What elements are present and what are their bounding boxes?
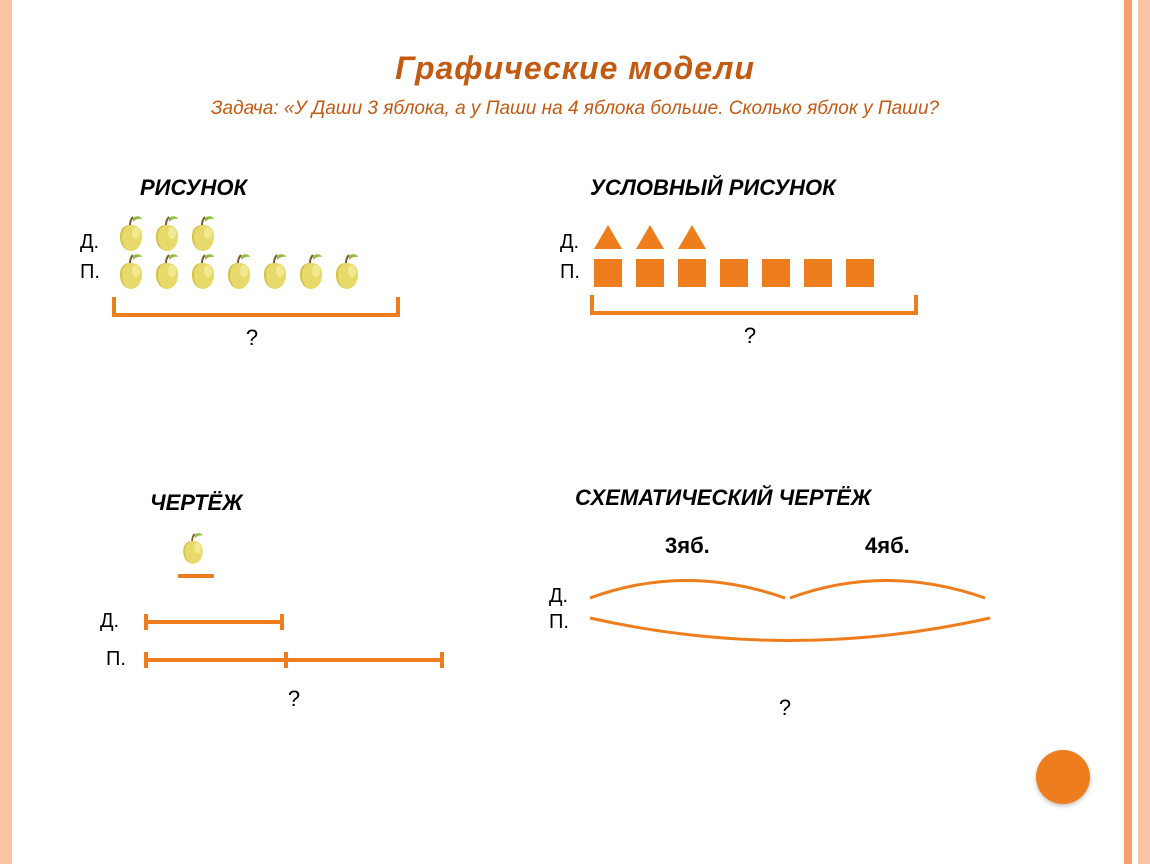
panel-drawing: РИСУНОК Д. П. — [80, 175, 520, 201]
panel-drawing-title: РИСУНОК — [140, 175, 520, 201]
conv-bracket — [590, 295, 918, 315]
sch-question: ? — [585, 695, 985, 721]
conv-d-label: Д. — [560, 231, 579, 253]
border-outer-right — [1138, 0, 1150, 864]
drawing-question: ? — [112, 325, 392, 351]
bp-p-segment — [144, 658, 444, 662]
drawing-p-row — [114, 251, 366, 291]
blueprint-unit-apple — [178, 530, 210, 566]
sch-d-label: Д. — [549, 585, 568, 607]
panel-schematic: СХЕМАТИЧЕСКИЙ ЧЕРТЁЖ 3яб. 4яб. Д. П. ? — [555, 485, 1075, 511]
panel-conventional-title: УСЛОВНЫЙ РИСУНОК — [590, 175, 1040, 201]
panel-blueprint-title: ЧЕРТЁЖ — [150, 490, 520, 516]
border-inner-right — [1124, 0, 1132, 864]
sch-p-label: П. — [549, 611, 569, 633]
blueprint-unit-segment — [178, 574, 214, 578]
next-button[interactable] — [1036, 750, 1090, 804]
schematic-label-left: 3яб. — [665, 533, 710, 559]
drawing-d-label: Д. — [80, 231, 99, 253]
conv-p-row — [594, 259, 888, 292]
problem-text: Задача: «У Даши 3 яблока, а у Паши на 4 … — [0, 98, 1150, 120]
bp-d-segment — [144, 620, 284, 624]
conv-p-label: П. — [560, 261, 580, 283]
schematic-label-right: 4яб. — [865, 533, 910, 559]
panel-schematic-title: СХЕМАТИЧЕСКИЙ ЧЕРТЁЖ — [575, 485, 1075, 511]
schematic-arcs — [585, 563, 1015, 653]
conv-question: ? — [590, 323, 910, 349]
page-title: Графические модели — [0, 50, 1150, 87]
panel-conventional: УСЛОВНЫЙ РИСУНОК Д. П. ? — [560, 175, 1040, 201]
bp-p-label: П. — [106, 648, 126, 670]
conv-d-row — [594, 225, 720, 254]
slide: Графические модели Задача: «У Даши 3 ябл… — [0, 0, 1150, 864]
panel-blueprint: ЧЕРТЁЖ Д. П. ? — [100, 490, 520, 516]
bp-d-label: Д. — [100, 610, 119, 632]
bp-question: ? — [144, 686, 444, 712]
border-outer-left — [0, 0, 12, 864]
drawing-p-label: П. — [80, 261, 100, 283]
drawing-bracket — [112, 297, 400, 317]
drawing-d-row — [114, 213, 222, 253]
